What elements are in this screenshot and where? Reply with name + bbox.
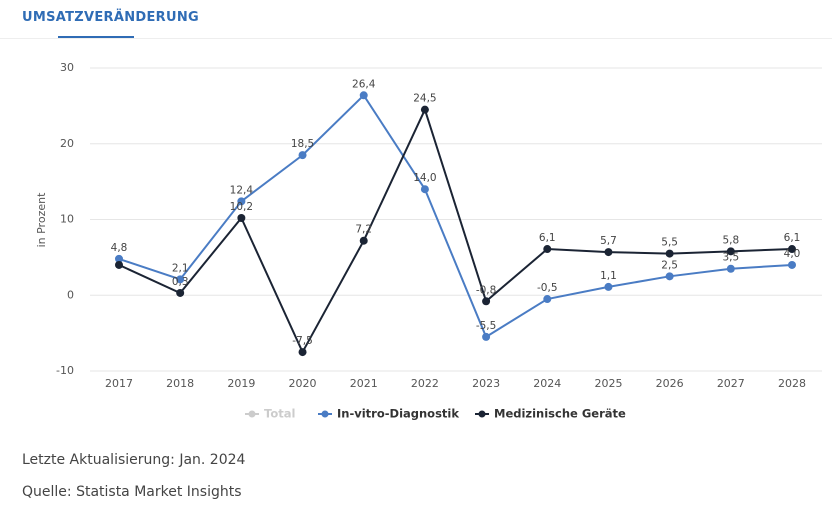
x-tick-label: 2022 (411, 377, 439, 390)
x-tick-label: 2021 (350, 377, 378, 390)
x-tick-label: 2025 (594, 377, 622, 390)
chart: in Prozent -10 0 10 20 30 2017 2018 2019 2020 202… (35, 61, 822, 421)
data-point (726, 264, 735, 273)
x-tick-label: 2019 (227, 377, 255, 390)
data-point (176, 275, 185, 284)
data-label: 4,0 (784, 248, 801, 260)
data-point (665, 249, 674, 258)
data-point (298, 348, 307, 357)
x-tick-label: 2023 (472, 377, 500, 390)
separator (0, 38, 832, 39)
data-label: -7,5 (292, 335, 313, 347)
x-tick-label: 2020 (289, 377, 317, 390)
x-tick-label: 2017 (105, 377, 133, 390)
data-label: 6,1 (784, 232, 801, 244)
data-label: 4,8 (111, 242, 128, 254)
data-label: -0,5 (537, 282, 558, 294)
data-label: 5,5 (661, 237, 678, 249)
data-point (726, 247, 735, 256)
x-tick-label: 2027 (717, 377, 745, 390)
data-point (604, 282, 613, 291)
source-note: Quelle: Statista Market Insights (22, 484, 242, 500)
data-label: 12,4 (230, 184, 254, 196)
legend-label[interactable]: Medizinische Geräte (494, 407, 626, 421)
y-tick-label: 10 (60, 213, 74, 226)
data-label: -0,8 (476, 284, 497, 296)
data-label: 10,2 (230, 201, 253, 213)
y-tick-label: 30 (60, 61, 74, 74)
data-label: 26,4 (352, 78, 376, 90)
data-point (237, 197, 246, 206)
legend-label[interactable]: Total (264, 407, 295, 421)
tab-underline (58, 36, 134, 38)
data-label: 3,5 (722, 252, 739, 264)
data-point (665, 272, 674, 281)
data-point (420, 105, 429, 114)
data-label: 5,8 (722, 234, 739, 246)
data-point (788, 245, 796, 254)
data-label: 24,5 (413, 93, 436, 105)
legend-marker (321, 410, 329, 418)
y-axis-label: in Prozent (35, 192, 48, 247)
data-point (115, 260, 123, 269)
legend-marker (478, 410, 486, 418)
data-point (482, 297, 491, 306)
y-tick-label: 20 (60, 137, 74, 150)
data-label: 2,5 (661, 259, 678, 271)
data-point (359, 91, 368, 100)
data-label: 14,0 (413, 172, 436, 184)
x-tick-label: 2018 (166, 377, 194, 390)
x-tick-label: 2026 (656, 377, 684, 390)
legend-label[interactable]: In-vitro-Diagnostik (337, 407, 459, 421)
data-point (176, 288, 185, 297)
data-label: 5,7 (600, 235, 617, 247)
series-line (118, 106, 793, 355)
data-label: 2,1 (172, 262, 189, 274)
data-point (788, 260, 796, 269)
legend-marker (248, 410, 256, 418)
tab[interactable]: UMSATZVERÄNDERUNG (22, 10, 199, 25)
y-tick-label: 0 (67, 288, 74, 301)
x-tick-label: 2024 (533, 377, 561, 390)
data-point (543, 245, 552, 254)
data-label: 18,5 (291, 138, 314, 150)
data-point (420, 185, 429, 194)
data-point (115, 254, 123, 263)
data-point (298, 151, 307, 160)
data-label: 1,1 (600, 270, 617, 282)
x-tick-label: 2028 (778, 377, 806, 390)
data-label: 6,1 (539, 232, 556, 244)
data-point (543, 295, 552, 304)
data-label: 7,2 (355, 224, 372, 236)
data-point (604, 248, 613, 257)
update-note: Letzte Aktualisierung: Jan. 2024 (22, 452, 246, 468)
data-label: 0,3 (172, 276, 189, 288)
y-tick-label: -10 (56, 364, 74, 377)
data-point (237, 213, 246, 222)
data-point (359, 236, 368, 245)
data-label: -5,5 (476, 320, 497, 332)
data-point (482, 332, 491, 341)
series-line (118, 93, 793, 339)
